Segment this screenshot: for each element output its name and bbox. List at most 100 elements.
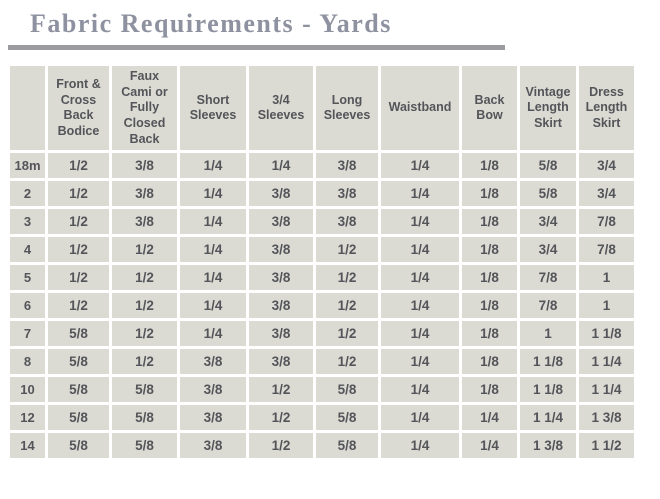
table-cell: 5/8 bbox=[316, 405, 378, 431]
table-cell: 3/8 bbox=[249, 265, 313, 291]
column-header: Long Sleeves bbox=[316, 66, 378, 151]
table-row: 5 1/2 1/2 1/4 3/8 1/2 1/4 1/8 7/8 1 bbox=[10, 265, 634, 291]
table-row: 7 5/8 1/2 1/4 3/8 1/2 1/4 1/8 1 1 1/8 bbox=[10, 321, 634, 347]
column-header: Faux Cami or Fully Closed Back bbox=[112, 66, 177, 151]
table-cell: 1/2 bbox=[112, 265, 177, 291]
table-cell: 1/4 bbox=[381, 293, 459, 319]
table-cell: 3/8 bbox=[112, 209, 177, 235]
table-cell: 3/8 bbox=[112, 153, 177, 179]
table-cell: 5/8 bbox=[316, 377, 378, 403]
row-label: 14 bbox=[10, 433, 45, 459]
row-label: 18m bbox=[10, 153, 45, 179]
column-header: Dress Length Skirt bbox=[579, 66, 634, 151]
table-cell: 1/8 bbox=[462, 293, 517, 319]
table-cell: 1/4 bbox=[381, 433, 459, 459]
table-cell: 1/4 bbox=[381, 181, 459, 207]
table-cell: 5/8 bbox=[112, 405, 177, 431]
table-cell: 1/2 bbox=[316, 321, 378, 347]
table-cell: 1/2 bbox=[316, 349, 378, 375]
table-cell: 3/8 bbox=[249, 237, 313, 263]
table-cell: 1/4 bbox=[180, 181, 246, 207]
table-cell: 1 1/8 bbox=[520, 349, 576, 375]
table-cell: 5/8 bbox=[316, 433, 378, 459]
table-cell: 1/8 bbox=[462, 265, 517, 291]
table-cell: 5/8 bbox=[520, 181, 576, 207]
table-cell: 1 1/4 bbox=[579, 349, 634, 375]
table-cell: 3/8 bbox=[316, 153, 378, 179]
table-cell: 1/2 bbox=[249, 405, 313, 431]
table-cell: 1 bbox=[520, 321, 576, 347]
table-cell: 5/8 bbox=[112, 377, 177, 403]
table-cell: 5/8 bbox=[48, 433, 109, 459]
table-cell: 3/8 bbox=[180, 433, 246, 459]
table-cell: 3/8 bbox=[180, 349, 246, 375]
table-cell: 1/8 bbox=[462, 209, 517, 235]
table-cell: 1/4 bbox=[180, 153, 246, 179]
table-cell: 5/8 bbox=[48, 405, 109, 431]
table-cell: 1/4 bbox=[180, 265, 246, 291]
table-cell: 1/4 bbox=[462, 405, 517, 431]
table-cell: 1/4 bbox=[180, 293, 246, 319]
table-cell: 1/4 bbox=[180, 237, 246, 263]
table-cell: 1/4 bbox=[180, 209, 246, 235]
table-cell: 5/8 bbox=[48, 321, 109, 347]
table-cell: 3/8 bbox=[316, 209, 378, 235]
table-cell: 3/8 bbox=[316, 181, 378, 207]
table-cell: 1 1/8 bbox=[579, 321, 634, 347]
table-cell: 1/4 bbox=[381, 209, 459, 235]
row-label: 4 bbox=[10, 237, 45, 263]
table-cell: 1/4 bbox=[381, 153, 459, 179]
table-row: 10 5/8 5/8 3/8 1/2 5/8 1/4 1/8 1 1/8 1 1/4 bbox=[10, 377, 634, 403]
table-cell: 3/8 bbox=[249, 321, 313, 347]
table-cell: 1/4 bbox=[462, 433, 517, 459]
row-label: 2 bbox=[10, 181, 45, 207]
table-cell: 1/2 bbox=[48, 209, 109, 235]
table-cell: 1/2 bbox=[48, 265, 109, 291]
table-cell: 7/8 bbox=[579, 209, 634, 235]
table-cell: 1/4 bbox=[381, 265, 459, 291]
table-cell: 1 3/8 bbox=[579, 405, 634, 431]
table-cell: 1/4 bbox=[381, 349, 459, 375]
table-cell: 1/2 bbox=[112, 237, 177, 263]
table-cell: 1/2 bbox=[112, 349, 177, 375]
table-cell: 1/8 bbox=[462, 377, 517, 403]
column-header: Front & Cross Back Bodice bbox=[48, 66, 109, 151]
table-cell: 1/2 bbox=[112, 293, 177, 319]
table-row: 18m 1/2 3/8 1/4 1/4 3/8 1/4 1/8 5/8 3/4 bbox=[10, 153, 634, 179]
column-header: Vintage Length Skirt bbox=[520, 66, 576, 151]
column-header: Waistband bbox=[381, 66, 459, 151]
table-cell: 3/4 bbox=[579, 181, 634, 207]
table-row: 2 1/2 3/8 1/4 3/8 3/8 1/4 1/8 5/8 3/4 bbox=[10, 181, 634, 207]
table-cell: 3/8 bbox=[249, 293, 313, 319]
fabric-requirements-table: Front & Cross Back Bodice Faux Cami or Fu… bbox=[7, 63, 637, 461]
table-cell: 1/2 bbox=[48, 237, 109, 263]
table-cell: 7/8 bbox=[579, 237, 634, 263]
table-cell: 1/2 bbox=[48, 181, 109, 207]
table-cell: 7/8 bbox=[520, 265, 576, 291]
table-cell: 1 3/8 bbox=[520, 433, 576, 459]
table-cell: 1/2 bbox=[249, 433, 313, 459]
table-cell: 1/2 bbox=[316, 293, 378, 319]
table-cell: 3/8 bbox=[249, 349, 313, 375]
header-row: Front & Cross Back Bodice Faux Cami or Fu… bbox=[10, 66, 634, 151]
row-label: 3 bbox=[10, 209, 45, 235]
table-cell: 5/8 bbox=[48, 349, 109, 375]
table-cell: 1/8 bbox=[462, 153, 517, 179]
table-cell: 1/2 bbox=[249, 377, 313, 403]
column-header: Short Sleeves bbox=[180, 66, 246, 151]
table-cell: 1/4 bbox=[180, 321, 246, 347]
table-body: 18m 1/2 3/8 1/4 1/4 3/8 1/4 1/8 5/8 3/4 2 1/2 3/8 1/4… bbox=[10, 153, 634, 459]
table-cell: 1/8 bbox=[462, 321, 517, 347]
table-row: 8 5/8 1/2 3/8 3/8 1/2 1/4 1/8 1 1/8 1 1/4 bbox=[10, 349, 634, 375]
table-cell: 1/8 bbox=[462, 349, 517, 375]
table-cell: 3/8 bbox=[180, 377, 246, 403]
row-label: 5 bbox=[10, 265, 45, 291]
page-title: Fabric Requirements - Yards bbox=[30, 9, 392, 38]
table-cell: 1 bbox=[579, 293, 634, 319]
table-cell: 1 1/4 bbox=[520, 405, 576, 431]
column-header: 3/4 Sleeves bbox=[249, 66, 313, 151]
table-cell: 1/4 bbox=[381, 405, 459, 431]
row-label: 8 bbox=[10, 349, 45, 375]
table-row: 4 1/2 1/2 1/4 3/8 1/2 1/4 1/8 3/4 7/8 bbox=[10, 237, 634, 263]
table-cell: 1 bbox=[579, 265, 634, 291]
